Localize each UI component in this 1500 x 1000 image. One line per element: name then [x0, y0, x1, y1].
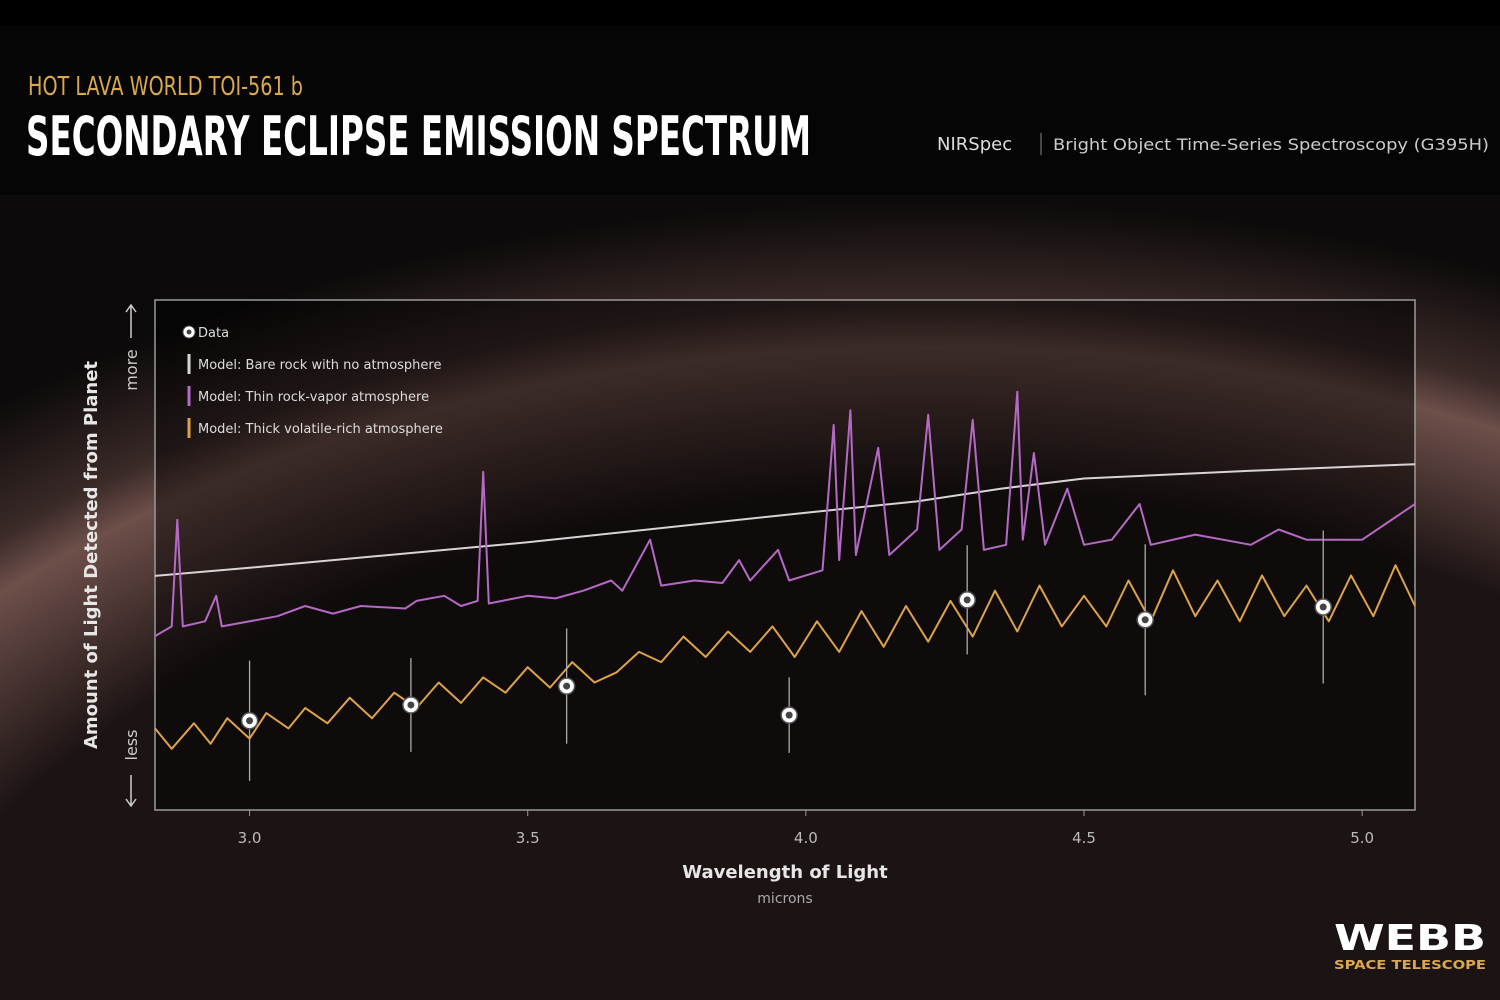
plot: [154, 390, 1416, 781]
data-point-center: [407, 701, 415, 709]
data-point-center: [1141, 616, 1149, 624]
x-tick-label: 3.5: [516, 829, 540, 847]
model-line: [154, 390, 1416, 637]
x-tick-label: 4.0: [794, 829, 818, 847]
legend-label: Data: [198, 326, 229, 341]
arrow-down: [125, 775, 137, 808]
data-point-center: [246, 717, 254, 725]
x-axis-label: Wavelength of Light: [682, 862, 888, 883]
y-less-label: less: [122, 730, 141, 761]
data-point-center: [1319, 603, 1327, 611]
y-more-label: more: [122, 349, 141, 390]
x-tick-label: 3.0: [238, 829, 262, 847]
x-axis-unit: microns: [757, 891, 812, 907]
data-point-center: [785, 711, 793, 719]
data-point-center: [563, 682, 571, 690]
title: SECONDARY ECLIPSE EMISSION SPECTRUM: [26, 105, 811, 168]
y-axis-label: Amount of Light Detected from Planet: [81, 361, 102, 749]
model-line: [154, 564, 1416, 750]
logo-name: WEBB: [1334, 918, 1486, 959]
mode: Bright Object Time-Series Spectroscopy (…: [1053, 135, 1489, 154]
model-line: [154, 463, 1416, 577]
legend-label: Model: Bare rock with no atmosphere: [198, 358, 441, 373]
arrow-up: [125, 303, 137, 338]
x-tick-label: 4.5: [1072, 829, 1096, 847]
top-bar: [0, 0, 1500, 25]
x-tick-label: 5.0: [1350, 829, 1374, 847]
legend-label: Model: Thick volatile-rich atmosphere: [198, 422, 443, 437]
legend: Data Model: Bare rock with no atmosphere M…: [182, 325, 443, 438]
header-band: [0, 0, 1500, 195]
legend-label: Model: Thin rock-vapor atmosphere: [198, 390, 429, 405]
logo-subtitle: SPACE TELESCOPE: [1334, 958, 1486, 972]
legend-marker-center: [186, 329, 192, 335]
instrument: NIRSpec: [937, 134, 1012, 155]
plot-area: [154, 299, 1416, 811]
data-point-center: [963, 596, 971, 604]
kicker: HOT LAVA WORLD TOI-561 b: [28, 72, 303, 102]
